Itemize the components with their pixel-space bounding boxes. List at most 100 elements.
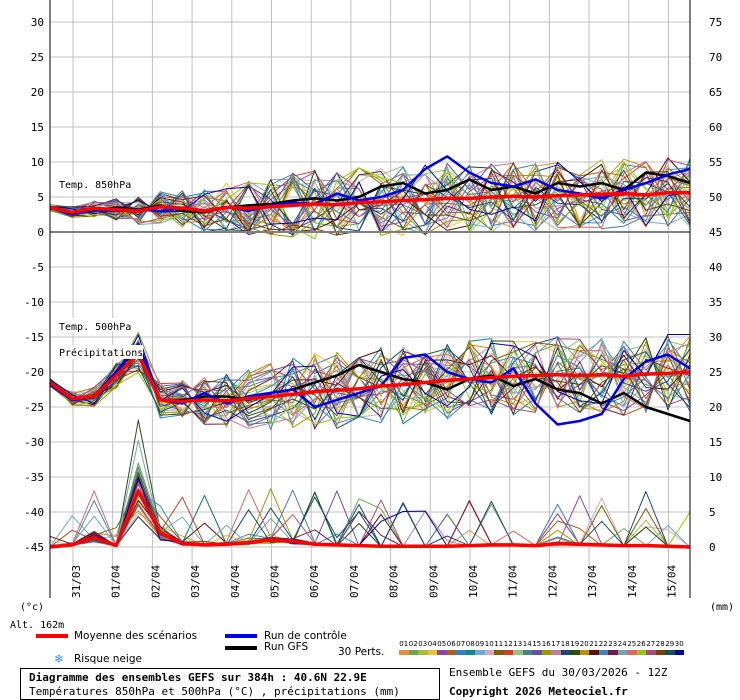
copyright: Copyright 2026 Meteociel.fr <box>449 685 628 698</box>
pert-number: 07 <box>456 640 466 648</box>
pert-swatch <box>598 650 608 655</box>
left-tick-label: 15 <box>31 121 44 134</box>
footer-title-box: Diagramme des ensembles GEFS sur 384h : … <box>20 668 440 700</box>
date-tick-label: 03/04 <box>189 565 202 598</box>
snowflake-icon: ❄ <box>54 652 65 666</box>
pert-number: 10 <box>484 640 494 648</box>
pert-number: 19 <box>570 640 580 648</box>
left-tick-label: -40 <box>24 506 44 519</box>
pert-23-t500 <box>49 349 691 430</box>
altitude-label: Alt. 162m <box>10 620 64 631</box>
pert-number: 25 <box>627 640 637 648</box>
pert-28-t500 <box>49 346 691 421</box>
left-tick-label: 20 <box>31 86 44 99</box>
right-tick-label: 35 <box>709 296 722 309</box>
left-tick-label: 25 <box>31 51 44 64</box>
left-tick-label: -30 <box>24 436 44 449</box>
pert-22-t500 <box>49 338 691 424</box>
pert-26-t850 <box>49 161 691 240</box>
pert-swatch <box>674 650 684 655</box>
pert-number: 29 <box>665 640 675 648</box>
date-tick-label: 02/04 <box>149 565 162 598</box>
mean-precip-line <box>49 489 691 549</box>
mean-t500-line <box>48 352 691 404</box>
left-tick-label: -45 <box>24 541 44 554</box>
pert-number: 21 <box>589 640 599 648</box>
pert-swatch <box>617 650 627 655</box>
pert-number: 03 <box>418 640 428 648</box>
pert-number: 09 <box>475 640 485 648</box>
left-tick-label: -5 <box>31 261 44 274</box>
date-tick-label: 08/04 <box>388 565 401 598</box>
right-tick-label: 70 <box>709 51 722 64</box>
pert-number: 06 <box>446 640 456 648</box>
pert-24-t500 <box>49 339 691 425</box>
run-info: Ensemble GEFS du 30/03/2026 - 12Z <box>449 666 668 679</box>
left-tick-label: 10 <box>31 156 44 169</box>
pert-swatch <box>560 650 570 655</box>
mean-t850-line <box>49 191 690 215</box>
left-tick-label: 5 <box>37 191 44 204</box>
pert-number: 23 <box>608 640 618 648</box>
pert-swatch <box>503 650 513 655</box>
pert-swatch <box>627 650 637 655</box>
left-tick-label: -35 <box>24 471 44 484</box>
left-tick-label: 30 <box>31 16 44 29</box>
pert-26-t500 <box>49 344 691 425</box>
right-tick-label: 5 <box>709 506 716 519</box>
pert-number: 01 <box>399 640 409 648</box>
right-tick-label: 30 <box>709 331 722 344</box>
pert-swatch <box>446 650 456 655</box>
legend-mean-label: Moyenne des scénarios <box>74 630 198 642</box>
pert-number: 02 <box>408 640 418 648</box>
pert-swatch <box>608 650 618 655</box>
legend-control-swatch <box>225 634 257 638</box>
pert-number: 17 <box>551 640 561 648</box>
pert-number: 27 <box>646 640 656 648</box>
date-tick-label: 07/04 <box>348 565 361 598</box>
legend-snow-label: Risque neige <box>74 653 142 665</box>
pert-number: 11 <box>494 640 504 648</box>
left-unit-label: (°c) <box>20 602 44 613</box>
pert-number-row: 01 02 03 04 05 06 07 08 09 10 11 12 13 14 15 16 17 18 19 20… <box>399 640 684 648</box>
pert-swatch <box>579 650 589 655</box>
legend-gfs-swatch <box>225 646 257 650</box>
right-tick-label: 10 <box>709 471 722 484</box>
pert-number: 24 <box>617 640 627 648</box>
pert-16-t500 <box>49 333 691 428</box>
date-tick-label: 09/04 <box>427 565 440 598</box>
t500-label: Temp. 500hPa <box>59 322 131 333</box>
t850-label: Temp. 850hPa <box>59 180 131 191</box>
pert-number: 13 <box>513 640 523 648</box>
pert-swatch <box>541 650 551 655</box>
pert-swatch <box>408 650 418 655</box>
legend-gfs-label: Run GFS <box>264 641 309 653</box>
date-tick-label: 31/03 <box>70 565 83 598</box>
plot-background <box>50 0 690 598</box>
footer-title: Diagramme des ensembles GEFS sur 384h : … <box>29 671 367 684</box>
precip-label: Précipitations <box>59 347 143 359</box>
pert-number: 30 <box>674 640 684 648</box>
date-tick-label: 04/04 <box>229 565 242 598</box>
pert-number: 12 <box>503 640 513 648</box>
pert-swatch <box>646 650 656 655</box>
pert-swatch <box>589 650 599 655</box>
pert-number: 16 <box>541 640 551 648</box>
pert-swatch <box>570 650 580 655</box>
right-tick-label: 60 <box>709 121 722 134</box>
pert-swatch <box>494 650 504 655</box>
pert-18-t500 <box>49 337 691 429</box>
left-tick-label: -25 <box>24 401 44 414</box>
pert-number: 26 <box>636 640 646 648</box>
legend-mean-swatch <box>36 634 68 638</box>
pert-swatch <box>551 650 561 655</box>
date-tick-label: 10/04 <box>467 565 480 598</box>
right-tick-label: 45 <box>709 226 722 239</box>
right-tick-label: 55 <box>709 156 722 169</box>
date-tick-label: 12/04 <box>546 565 559 598</box>
pert-swatch <box>513 650 523 655</box>
date-tick-label: 05/04 <box>269 565 282 598</box>
pert-swatch <box>522 650 532 655</box>
axes <box>49 0 691 598</box>
